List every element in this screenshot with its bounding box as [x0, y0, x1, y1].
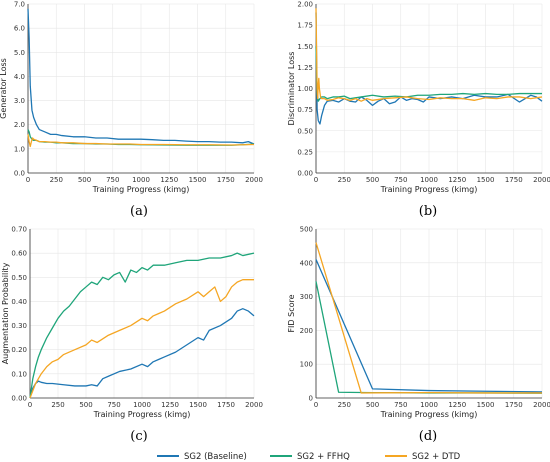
x-tick-label: 2000 [245, 176, 263, 184]
y-tick-label: 2.0 [14, 121, 25, 129]
series-line-dtd [27, 134, 255, 148]
series-line-baseline [315, 259, 543, 393]
y-axis-label: Discriminator Loss [287, 52, 296, 126]
x-tick-label: 1000 [420, 176, 438, 184]
x-tick-label: 750 [394, 401, 407, 409]
series-line-ffhq [29, 252, 255, 399]
x-tick-label: 1000 [420, 401, 438, 409]
x-axis-label: Training Progress (kimg) [93, 410, 191, 419]
y-tick-label: 0.25 [297, 148, 313, 156]
y-tick-label: 400 [300, 259, 313, 267]
x-tick-label: 250 [338, 401, 351, 409]
y-tick-label: 0.00 [11, 395, 27, 403]
y-tick-label: 200 [300, 327, 313, 335]
panel-c: 0.00 0.10 0.20 0.30 0.40 0.50 0.60 0.70 0 250 500 7… [1, 226, 263, 420]
y-tick-label: 1.75 [297, 22, 313, 30]
y-tick-label: 0 [309, 395, 313, 403]
y-tick-label: 7.0 [14, 1, 25, 9]
x-tick-label: 750 [106, 176, 119, 184]
panel-b: 0.00 0.25 0.50 0.75 1.00 1.25 1.50 1.75 2.00 0 250… [287, 1, 550, 195]
x-tick-label: 1750 [217, 401, 235, 409]
y-tick-label: 2.00 [297, 1, 313, 9]
x-tick-label: 500 [366, 401, 379, 409]
x-axis-label: Training Progress (kimg) [380, 410, 478, 419]
y-tick-label: 0.00 [297, 170, 313, 178]
x-tick-label: 0 [314, 176, 318, 184]
legend-label-baseline: SG2 (Baseline) [184, 452, 247, 462]
y-tick-label: 1.00 [297, 85, 313, 93]
x-tick-label: 1750 [217, 176, 235, 184]
panel-a: 0.0 1.0 2.0 3.0 4.0 5.0 6.0 7.0 0 250 500 750 1000 12… [0, 1, 263, 195]
legend-label-ffhq: SG2 + FFHQ [297, 452, 350, 462]
x-tick-label: 1000 [133, 401, 151, 409]
x-tick-label: 750 [107, 401, 120, 409]
x-tick-label: 1250 [448, 401, 466, 409]
x-tick-label: 1500 [477, 401, 495, 409]
y-tick-label: 6.0 [14, 25, 25, 33]
x-tick-label: 250 [338, 176, 351, 184]
y-tick-label: 0.40 [11, 298, 27, 306]
x-tick-label: 2000 [245, 401, 263, 409]
series-line-dtd [315, 8, 543, 102]
x-tick-label: 2000 [533, 176, 550, 184]
y-axis-label: FID Score [287, 294, 296, 332]
y-tick-label: 3.0 [14, 97, 25, 105]
x-tick-label: 0 [28, 401, 32, 409]
series-line-baseline [29, 308, 255, 399]
x-tick-label: 0 [314, 401, 318, 409]
y-tick-label: 1.50 [297, 43, 313, 51]
series-line-dtd [315, 242, 542, 394]
x-tick-label: 1500 [189, 176, 207, 184]
x-tick-label: 0 [26, 176, 30, 184]
y-tick-label: 5.0 [14, 49, 25, 57]
x-tick-label: 500 [366, 176, 379, 184]
y-tick-label: 0.70 [11, 226, 27, 234]
panel-label-b: (b) [419, 204, 437, 219]
x-tick-label: 500 [78, 176, 91, 184]
y-tick-label: 0.75 [297, 106, 313, 114]
panel-label-d: (d) [419, 429, 437, 444]
y-axis-label: Generator Loss [0, 58, 8, 119]
x-tick-label: 1500 [189, 401, 207, 409]
x-tick-label: 750 [394, 176, 407, 184]
x-tick-label: 2000 [533, 401, 550, 409]
x-tick-label: 1250 [448, 176, 466, 184]
y-tick-label: 100 [300, 361, 313, 369]
y-axis-label: Augmentation Probability [1, 262, 10, 364]
y-tick-label: 0.10 [11, 370, 27, 378]
x-tick-label: 1500 [477, 176, 495, 184]
y-tick-label: 0.50 [297, 127, 313, 135]
y-tick-label: 1.0 [14, 145, 25, 153]
x-tick-label: 250 [50, 176, 63, 184]
legend: SG2 (Baseline) SG2 + FFHQ SG2 + DTD [157, 452, 461, 462]
legend-label-dtd: SG2 + DTD [412, 452, 461, 462]
x-tick-label: 1000 [132, 176, 150, 184]
x-tick-label: 1250 [161, 401, 179, 409]
y-tick-label: 0.30 [11, 322, 27, 330]
x-axis-label: Training Progress (kimg) [380, 185, 478, 194]
y-tick-label: 4.0 [14, 73, 25, 81]
series-line-ffhq [315, 46, 542, 102]
panel-label-a: (a) [130, 204, 148, 219]
x-tick-label: 250 [51, 401, 64, 409]
panel-d: 0 100 200 300 400 500 0 250 500 750 1000 1250 1500 17… [287, 226, 550, 420]
x-tick-label: 500 [79, 401, 92, 409]
y-tick-label: 0.60 [11, 250, 27, 258]
y-tick-label: 300 [300, 293, 313, 301]
panel-label-c: (c) [130, 429, 147, 444]
y-tick-label: 0.0 [14, 170, 25, 178]
x-axis-label: Training Progress (kimg) [92, 185, 190, 194]
x-tick-label: 1750 [505, 401, 523, 409]
series-line-baseline [27, 8, 255, 145]
x-tick-label: 1250 [160, 176, 178, 184]
series-line-dtd [29, 279, 254, 399]
y-tick-label: 1.25 [297, 64, 313, 72]
x-tick-label: 1750 [505, 176, 523, 184]
y-tick-label: 0.50 [11, 274, 27, 282]
y-tick-label: 0.20 [11, 346, 27, 354]
series-line-baseline [315, 12, 543, 125]
y-tick-label: 500 [300, 226, 313, 234]
